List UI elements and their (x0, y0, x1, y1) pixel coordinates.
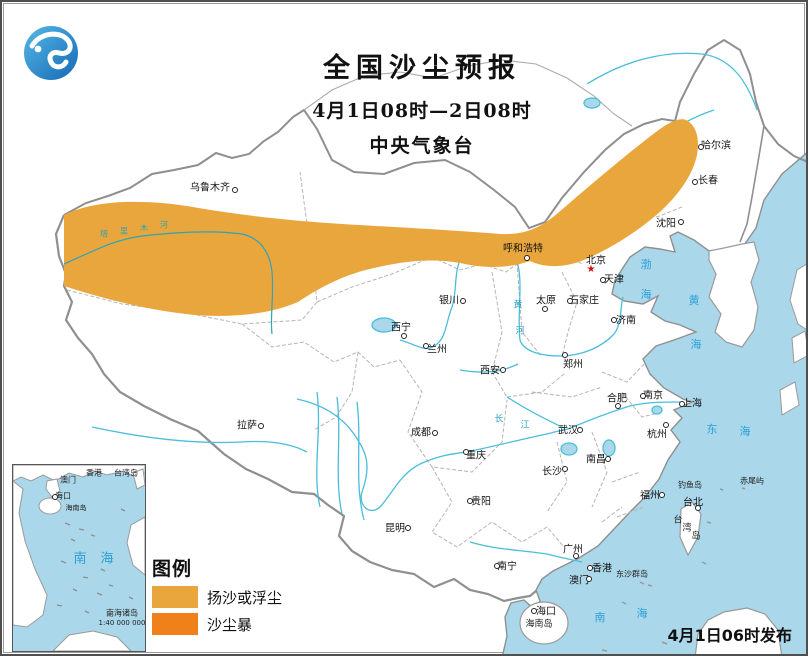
header: 全国沙尘预报 4月1日08时—2日08时 中央气象台 (257, 46, 587, 158)
han-river (506, 396, 565, 429)
legend-item-shachenbao: 沙尘暴 (152, 613, 282, 635)
issue-time: 4月1日06时发布 (667, 626, 792, 645)
cma-logo (24, 26, 78, 80)
forecast-period: 4月1日08时—2日08时 (312, 100, 532, 122)
inset-label: 南海诸岛 (106, 608, 138, 618)
taiwan-island (679, 501, 702, 557)
legend-title: 图例 (152, 558, 193, 580)
inset-map (13, 465, 145, 651)
inset-label: 澳门 (60, 475, 76, 485)
china-border-southwest (54, 214, 537, 603)
tarim-river (63, 231, 274, 335)
hainan-island (519, 601, 569, 645)
inset-sea-name: 海 (100, 551, 114, 567)
legend-swatch-yangsha (152, 586, 198, 608)
yarlung-river (91, 426, 308, 453)
sw-river-3 (356, 401, 365, 521)
agency-name: 中央气象台 (369, 135, 475, 157)
tai-lake (651, 405, 663, 415)
wei-river (459, 363, 519, 373)
hulun-lake (583, 97, 601, 109)
sw-river-2 (336, 396, 343, 515)
japan-islands (779, 263, 806, 416)
poyang-lake (602, 439, 616, 457)
south-china-sea-inset: 南海 澳门 香港 台湾岛海口海南岛南海诸岛 1:40 000 000 (12, 464, 146, 652)
legend-label: 沙尘暴 (207, 615, 253, 634)
sw-river-1 (316, 391, 321, 508)
yangtze-river (296, 398, 681, 512)
city-dot (52, 494, 58, 500)
qinghai-lake (371, 317, 397, 333)
korea-peninsula (708, 241, 760, 348)
dongting-lake (560, 442, 578, 456)
inset-label: 1:40 000 000 (98, 619, 146, 627)
country-border-layer (54, 38, 806, 603)
amur-river (586, 52, 758, 111)
inset-hainan (38, 497, 62, 515)
luzon-island (694, 607, 783, 654)
legend-swatch-shachenbao (152, 613, 198, 635)
pearl-river (469, 541, 583, 563)
legend-label: 扬沙或浮尘 (207, 588, 283, 607)
inset-label: 香港 (86, 468, 102, 478)
legend-item-yangsha: 扬沙或浮尘 (152, 586, 282, 608)
dust-band-yangsha (64, 119, 698, 316)
inset-luzon (126, 516, 145, 576)
province-border-layer (66, 151, 683, 548)
page-title: 全国沙尘预报 (323, 53, 521, 84)
inset-label: 台湾岛 (114, 468, 138, 478)
china-border (63, 38, 806, 230)
inset-islets (56, 508, 134, 617)
inset-label: 海口 (55, 491, 71, 501)
china-border-east (739, 125, 765, 243)
inset-taiwan (132, 468, 145, 490)
inset-vietnam-coast (13, 480, 48, 628)
legend: 图例 扬沙或浮尘 沙尘暴 (152, 554, 282, 635)
inset-label: 海南岛 (65, 504, 87, 512)
inset-sea-name: 南 (73, 551, 87, 567)
inset-borneo (52, 630, 132, 651)
small-islands (601, 487, 746, 652)
river-layer (91, 52, 758, 563)
